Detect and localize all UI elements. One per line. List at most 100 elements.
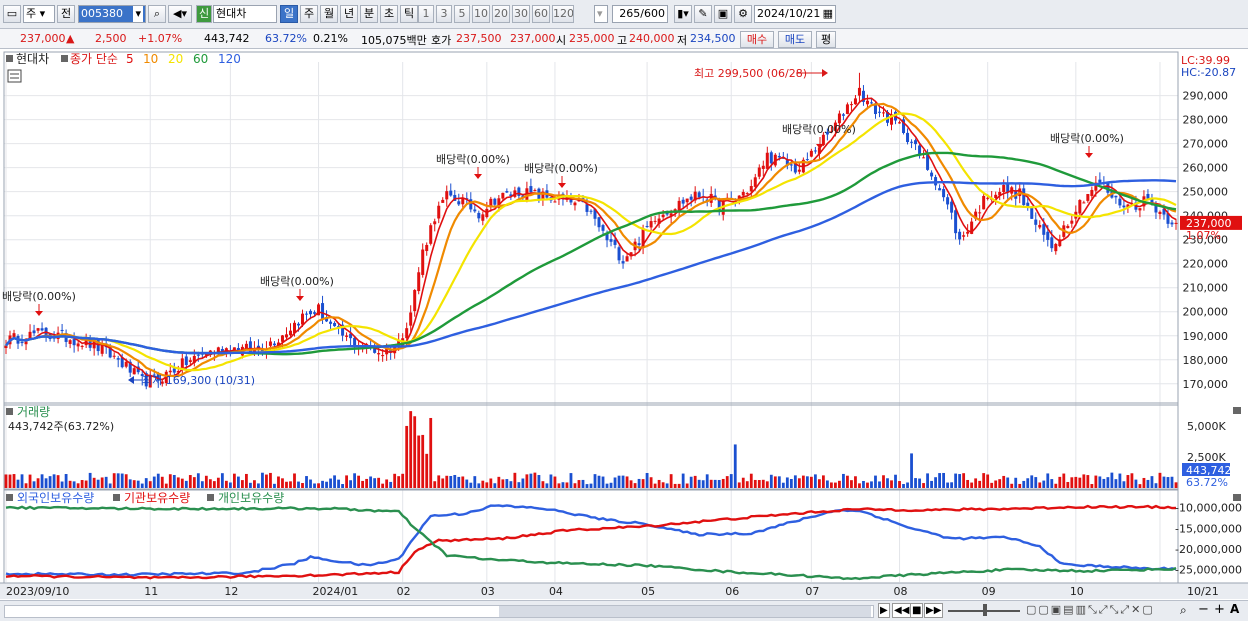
prev-button[interactable]: 전 bbox=[57, 5, 75, 23]
avg-button[interactable]: 평 bbox=[816, 31, 836, 48]
volume-bar bbox=[385, 479, 389, 488]
draw-tools-icon[interactable]: ✎ bbox=[694, 5, 712, 23]
volume-bar bbox=[361, 480, 365, 488]
save-icon[interactable]: ▣ bbox=[714, 5, 732, 23]
candle bbox=[1146, 193, 1150, 199]
volume-bar bbox=[44, 478, 48, 488]
volume-bar bbox=[381, 483, 385, 488]
period-tab-3[interactable]: 년 bbox=[340, 5, 358, 23]
toolbar: ▭ 주 ▾ 전 005380 ▾ ⌕ ◀▾ 신 현대차 ▾ 265/600 ▮▾ … bbox=[0, 0, 1248, 29]
minute-dropdown[interactable]: ▾ bbox=[594, 5, 608, 23]
scroll-button-1[interactable]: ◀◀ bbox=[892, 603, 912, 618]
volume-bar bbox=[120, 473, 124, 488]
scroll-button-2[interactable]: ■ bbox=[910, 603, 924, 618]
candle bbox=[288, 330, 292, 336]
scroll-button-0[interactable]: ▶ bbox=[878, 603, 890, 618]
volume-bar bbox=[1174, 482, 1178, 488]
low-annotation: 최저 169,300 (10/31) bbox=[142, 374, 255, 387]
speaker-icon[interactable]: ◀▾ bbox=[168, 5, 192, 23]
volume-bar bbox=[533, 472, 537, 488]
volume-bar bbox=[946, 482, 950, 488]
magnifier-icon[interactable]: ⌕ bbox=[1180, 603, 1187, 617]
code-input[interactable]: 005380 ▾ bbox=[78, 5, 146, 23]
candle bbox=[152, 374, 156, 376]
code-value: 005380 bbox=[81, 7, 123, 20]
volume-bar bbox=[1002, 475, 1006, 488]
sell-button[interactable]: 매도 bbox=[778, 31, 812, 48]
legend-marker-icon bbox=[6, 494, 13, 501]
minute-interval-120[interactable]: 120 bbox=[552, 5, 574, 23]
volume-bar bbox=[481, 480, 485, 488]
volume-bar bbox=[409, 411, 413, 488]
candle bbox=[1150, 197, 1154, 203]
period-type-value: 주 bbox=[26, 7, 37, 20]
zoom-slider-handle[interactable] bbox=[983, 604, 987, 616]
scroll-button-3[interactable]: ▶▶ bbox=[924, 603, 944, 618]
holdings-legend-0: 외국인보유수량 bbox=[17, 491, 94, 505]
volume-bar bbox=[220, 473, 224, 488]
period-tab-4[interactable]: 분 bbox=[360, 5, 378, 23]
candle bbox=[1078, 200, 1082, 214]
candle bbox=[40, 328, 44, 331]
minute-interval-60[interactable]: 60 bbox=[532, 5, 550, 23]
gear-icon[interactable]: ⚙ bbox=[734, 5, 752, 23]
candle bbox=[821, 134, 825, 145]
candle bbox=[789, 164, 793, 166]
period-type-select[interactable]: 주 ▾ bbox=[23, 5, 55, 23]
minute-interval-1[interactable]: 1 bbox=[418, 5, 434, 23]
volume-bar bbox=[826, 480, 829, 488]
calendar-icon[interactable]: ▦ bbox=[822, 7, 833, 20]
period-tab-0[interactable]: 일 bbox=[280, 5, 298, 23]
window-icon[interactable]: ▭ bbox=[3, 5, 21, 23]
dividend-arrow-icon bbox=[558, 183, 566, 188]
period-tab-2[interactable]: 월 bbox=[320, 5, 338, 23]
candle bbox=[1098, 179, 1102, 183]
candle bbox=[745, 193, 749, 195]
layout-icons[interactable]: ▢▢▣▤▥⤡⤢⤡⤢✕▢ bbox=[1026, 603, 1155, 616]
minute-interval-20[interactable]: 20 bbox=[492, 5, 510, 23]
volume-bar bbox=[80, 480, 84, 488]
buy-button[interactable]: 매수 bbox=[740, 31, 774, 48]
candle bbox=[108, 345, 112, 358]
minute-interval-3[interactable]: 3 bbox=[436, 5, 452, 23]
volume-bar bbox=[1142, 477, 1146, 488]
candle bbox=[902, 119, 906, 134]
volume-bar bbox=[513, 472, 517, 488]
legend-marker-icon bbox=[207, 494, 214, 501]
volume-bar bbox=[669, 474, 673, 488]
candle-type-icon[interactable]: ▮▾ bbox=[674, 5, 692, 23]
legend-marker-icon bbox=[113, 494, 120, 501]
period-tab-1[interactable]: 주 bbox=[300, 5, 318, 23]
candle bbox=[417, 272, 421, 292]
low-label: 저 bbox=[677, 34, 688, 47]
minute-interval-10[interactable]: 10 bbox=[472, 5, 490, 23]
volume-bar bbox=[76, 483, 80, 488]
x-tick-label: 06 bbox=[725, 585, 739, 598]
font-size-button[interactable]: A bbox=[1230, 602, 1240, 616]
chart-area[interactable]: 290,000280,000270,000260,000250,000240,0… bbox=[0, 50, 1248, 600]
high-arrow-icon bbox=[822, 69, 828, 77]
scrollbar-thumb[interactable] bbox=[499, 606, 871, 617]
volume-bar bbox=[413, 416, 417, 488]
volume-bar bbox=[765, 481, 769, 488]
chevron-down-icon[interactable]: ▾ bbox=[133, 6, 143, 22]
candle bbox=[204, 354, 208, 356]
candle bbox=[998, 192, 1002, 196]
candle bbox=[313, 312, 317, 314]
holdings-legend-2: 개인보유수량 bbox=[218, 491, 284, 505]
zoom-in-button[interactable]: + bbox=[1214, 602, 1225, 617]
date-input[interactable]: 2024/10/21 ▦ bbox=[754, 5, 836, 23]
minute-interval-5[interactable]: 5 bbox=[454, 5, 470, 23]
scrollbar-track[interactable] bbox=[4, 605, 874, 618]
candle bbox=[1170, 222, 1174, 225]
volume-bar bbox=[128, 479, 132, 488]
bar-count-field[interactable]: 265/600 bbox=[612, 5, 668, 23]
search-icon[interactable]: ⌕ bbox=[148, 5, 166, 23]
period-tab-5[interactable]: 초 bbox=[380, 5, 398, 23]
period-tab-6[interactable]: 틱 bbox=[400, 5, 418, 23]
volume-bar bbox=[906, 482, 909, 488]
volume-bar bbox=[633, 483, 637, 488]
minute-interval-30[interactable]: 30 bbox=[512, 5, 530, 23]
volume-bar bbox=[1066, 481, 1070, 488]
zoom-out-button[interactable]: − bbox=[1198, 602, 1209, 617]
